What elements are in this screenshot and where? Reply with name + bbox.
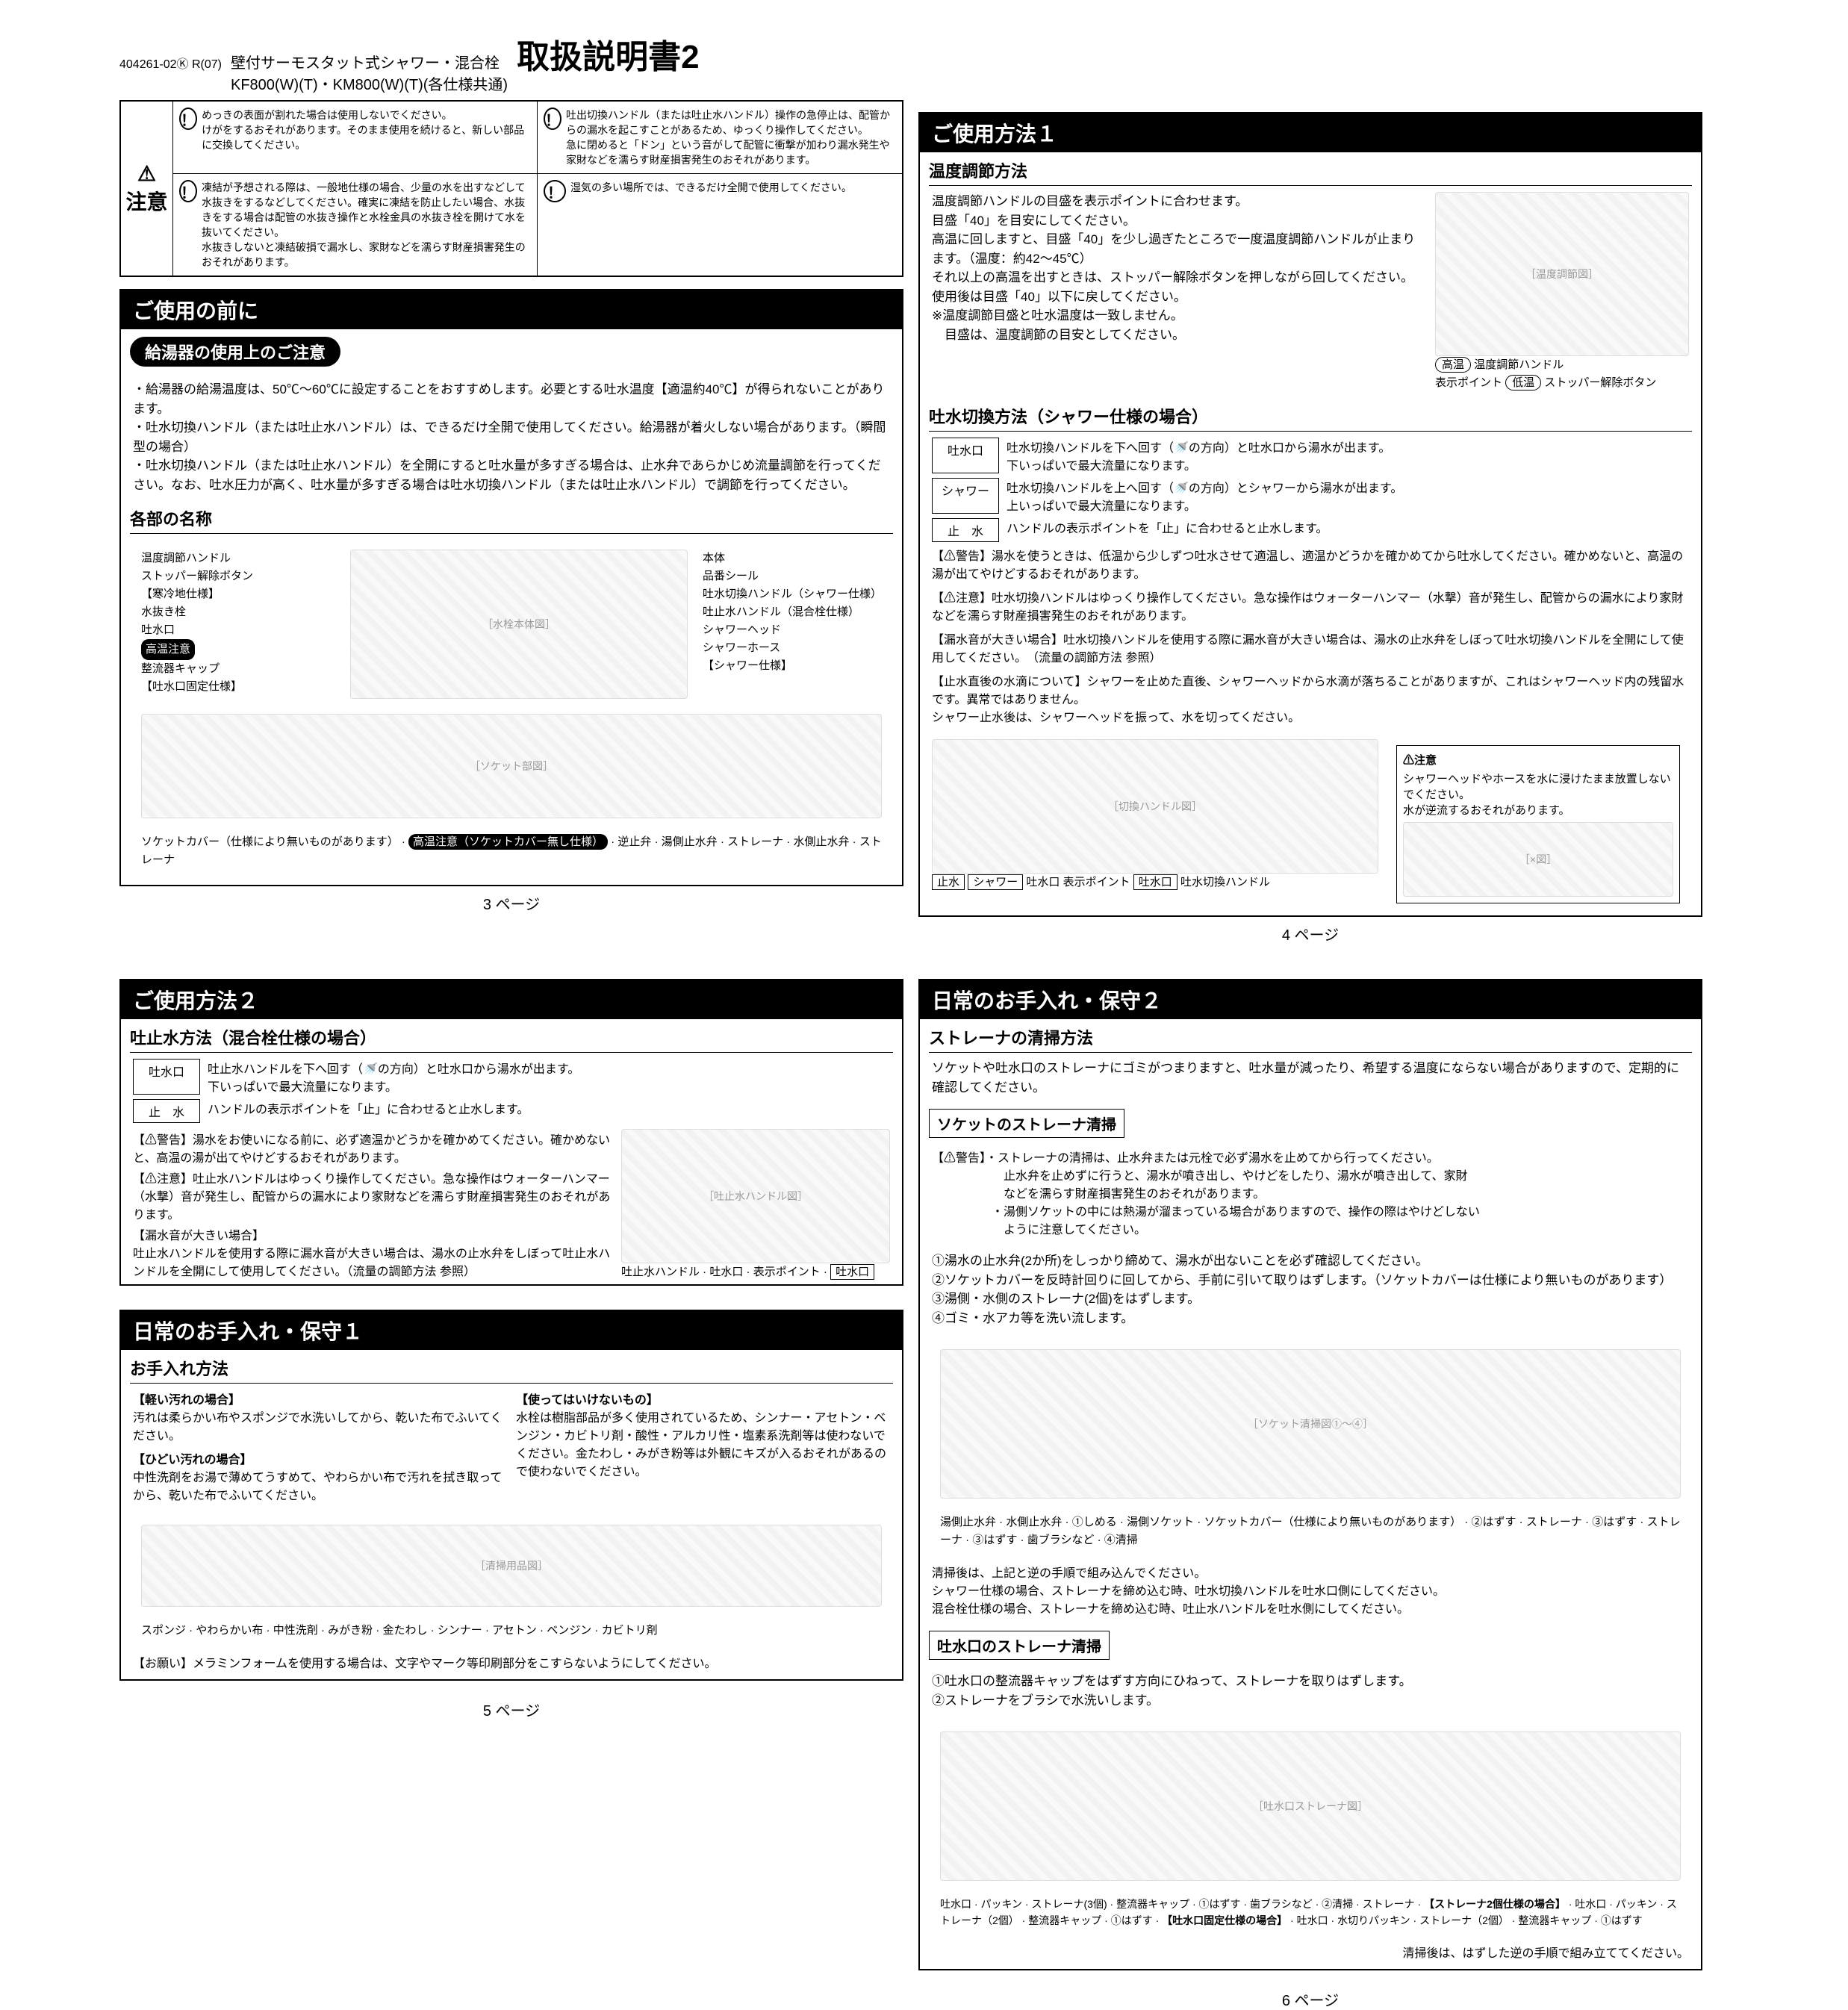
temp-adjust-text: 温度調節ハンドルの目盛を表示ポイントに合わせます。 目盛「40」を目安にしてくだ… — [932, 192, 1426, 392]
caution-cell-4: ！湿気の多い場所では、できるだけ全開で使用してください。 — [538, 174, 902, 276]
socket-strainer-title: ソケットのストレーナ清掃 — [929, 1109, 1124, 1138]
switch-diagram: ［切換ハンドル図］ 止水 シャワー 吐水口 表示ポイント 吐水口 吐水切換ハンド… — [932, 739, 1378, 909]
switch-table: 吐水口吐水切換ハンドルを下へ回す（🚿の方向）と吐水口から湯水が出ます。 下いっぱ… — [932, 438, 1689, 542]
maint2-title: 日常のお手入れ・保守２ — [920, 980, 1701, 1019]
page-5: 5 ページ — [119, 1699, 903, 1720]
socket-steps: ①湯水の止水弁(2か所)をしっかり締めて、湯水が出ないことを必ず確認してください… — [920, 1245, 1701, 1334]
page-4: 4 ページ — [918, 923, 1702, 945]
doc-number: 404261-02Ⓚ R(07) — [119, 54, 222, 72]
switch-note2: 【止水直後の水滴について】シャワーを止めた直後、シャワーヘッドから水滴が落ちるこ… — [932, 673, 1689, 727]
heater-caution-pill: 給湯器の使用上のご注意 — [130, 337, 340, 367]
faucet-illustration: ［水栓本体図］ — [350, 550, 688, 699]
spout-diagram: ［吐水口ストレーナ図］ 吐水口 · パッキン · ストレーナ(3個) · 整流器… — [932, 1723, 1689, 1938]
prohibit-icon: ！ — [179, 108, 197, 130]
socket-illustration: ［ソケット部図］ — [141, 714, 882, 818]
shower-caution-box: ⚠注意 シャワーヘッドやホースを水に浸けたまま放置しないでください。 水が逆流す… — [1396, 745, 1680, 903]
cleaning-diagram: ［清掃用品図］ スポンジ · やわらかい布 · 中性洗剤 · みがき粉 · 金た… — [133, 1516, 890, 1648]
parts-title: 各部の名称 — [130, 506, 893, 534]
caution-label: ⚠ 注意 — [121, 102, 173, 276]
switch-warning2: 【⚠注意】吐水切換ハンドルはゆっくり操作してください。急な操作はウォーターハンマ… — [932, 590, 1689, 626]
socket-warn: 【⚠警告】・ストレーナの清掃は、止水弁または元栓で必ず湯水を止めてから行ってくだ… — [932, 1150, 1689, 1239]
spout-after: 清掃後は、はずした逆の手順で組み立ててください。 — [932, 1945, 1689, 1963]
before-use-section: ご使用の前に 給湯器の使用上のご注意 給湯器の給湯温度は、50℃～60℃に設定す… — [119, 289, 903, 886]
usage2-diagram: ［吐止水ハンドル図］ 吐止水ハンドル · 吐水口 · 表示ポイント · 吐水口 — [621, 1129, 890, 1284]
stop-table: 吐水口吐止水ハンドルを下へ回す（🚿の方向）と吐水口から湯水が出ます。 下いっぱい… — [133, 1059, 890, 1123]
prohibit-icon: ！ — [179, 180, 197, 202]
socket-after: 清掃後は、上記と逆の手順で組み込んでください。 シャワー仕様の場合、ストレーナを… — [932, 1565, 1689, 1619]
usage2-warn2: 【⚠注意】吐止水ハンドルはゆっくり操作してください。急な操作はウォーターハンマー… — [133, 1171, 612, 1225]
prohibit-icon: ！ — [544, 180, 566, 202]
socket-diagram: ［ソケット清掃図①～④］ 湯側止水弁 · 水側止水弁 · ①しめる · 湯側ソケ… — [932, 1341, 1689, 1558]
usage2-title: ご使用方法２ — [121, 980, 902, 1019]
usage2-note: 【漏水音が大きい場合】 吐止水ハンドルを使用する際に漏水音が大きい場合は、湯水の… — [133, 1228, 612, 1281]
usage2-warn1: 【⚠警告】湯水をお使いになる前に、必ず適温かどうかを確かめてください。確かめない… — [133, 1132, 612, 1168]
before-use-title: ご使用の前に — [121, 290, 902, 329]
caution-cell-3: ！凍結が予想される際は、一般地仕様の場合、少量の水を出すなどして水抜きをするなど… — [173, 174, 538, 276]
usage2-section: ご使用方法２ 吐止水方法（混合栓仕様の場合） 吐水口吐止水ハンドルを下へ回す（🚿… — [119, 979, 903, 1286]
doc-header: 404261-02Ⓚ R(07) 壁付サーモスタット式シャワー・混合栓 KF80… — [119, 30, 1729, 94]
maint1-section: 日常のお手入れ・保守１ お手入れ方法 【軽い汚れの場合】 汚れは柔らかい布やスポ… — [119, 1310, 903, 1681]
warning-icon: ⚠ — [137, 161, 156, 186]
parts-diagram: 温度調節ハンドル ストッパー解除ボタン 【寒冷地仕様】 水抜き栓 吐水口 高温注… — [133, 541, 890, 877]
care-title: お手入れ方法 — [130, 1356, 893, 1384]
page-6: 6 ページ — [918, 1988, 1702, 2010]
switch-warning1: 【⚠警告】湯水を使うときは、低温から少しずつ吐水させて適温し、適温かどうかを確か… — [932, 548, 1689, 584]
prohibit-icon: ！ — [544, 108, 561, 130]
temp-adjust-diagram: ［温度調節図］ 高温 温度調節ハンドル 表示ポイント 低温 ストッパー解除ボタン — [1435, 192, 1689, 392]
switch-title: 吐水切換方法（シャワー仕様の場合） — [929, 404, 1692, 432]
maint1-footer: 【お願い】メラミンフォームを使用する場合は、文字やマーク等印刷部分をこすらないよ… — [133, 1655, 890, 1673]
maint1-title: 日常のお手入れ・保守１ — [121, 1311, 902, 1350]
page-3: 3 ページ — [119, 892, 903, 914]
spout-steps: ①吐水口の整流器キャップをはずす方向にひねって、ストレーナを取りはずします。 ②… — [920, 1666, 1701, 1716]
stop-method-title: 吐止水方法（混合栓仕様の場合） — [130, 1025, 893, 1053]
strainer-title: ストレーナの清掃方法 — [929, 1025, 1692, 1053]
temp-adjust-title: 温度調節方法 — [929, 158, 1692, 186]
caution-cell-1: ！めっきの表面が割れた場合は使用しないでください。 けがをするおそれがあります。… — [173, 102, 538, 174]
maint2-section: 日常のお手入れ・保守２ ストレーナの清掃方法 ソケットや吐水口のストレーナにゴミ… — [918, 979, 1702, 1970]
usage1-title: ご使用方法１ — [920, 113, 1701, 152]
main-title: 取扱説明書2 — [517, 30, 699, 78]
doc-subtitle: 壁付サーモスタット式シャワー・混合栓 KF800(W)(T)・KM800(W)(… — [231, 51, 508, 94]
caution-cell-2: ！吐出切換ハンドル（または吐止水ハンドル）操作の急停止は、配管からの漏水を起こす… — [538, 102, 902, 174]
caution-box: ⚠ 注意 ！めっきの表面が割れた場合は使用しないでください。 けがをするおそれが… — [119, 100, 903, 277]
heater-caution-list: 給湯器の給湯温度は、50℃～60℃に設定することをおすすめします。必要とする吐水… — [121, 374, 902, 500]
switch-note1: 【漏水音が大きい場合】吐水切換ハンドルを使用する際に漏水音が大きい場合は、湯水の… — [932, 632, 1689, 668]
spout-strainer-title: 吐水口のストレーナ清掃 — [929, 1631, 1110, 1660]
usage1-section: ご使用方法１ 温度調節方法 温度調節ハンドルの目盛を表示ポイントに合わせます。 … — [918, 112, 1702, 917]
strainer-intro: ソケットや吐水口のストレーナにゴミがつまりますと、吐水量が減ったり、希望する温度… — [920, 1053, 1701, 1103]
